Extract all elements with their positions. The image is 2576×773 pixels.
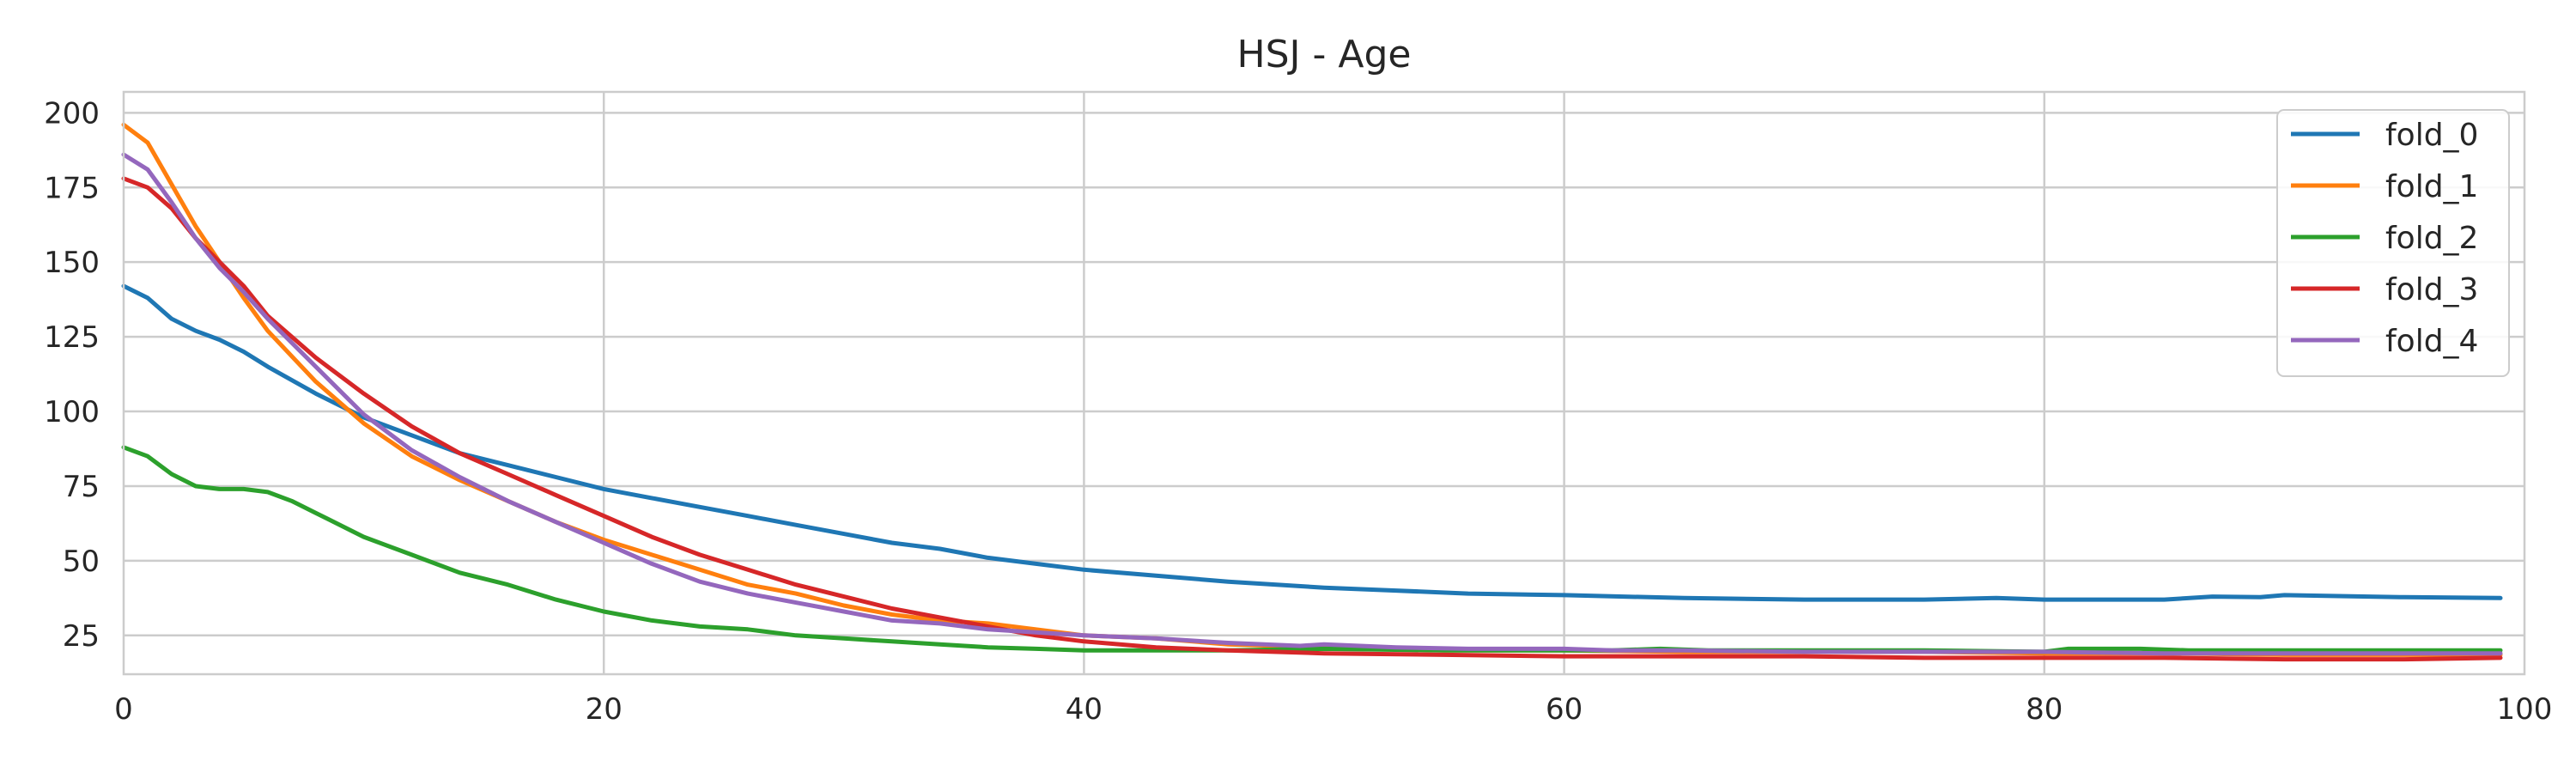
legend-label: fold_2 — [2385, 221, 2478, 256]
series-lines — [121, 122, 2503, 662]
y-tick-label: 100 — [44, 395, 100, 429]
x-tick-label: 0 — [114, 692, 133, 727]
tick-labels: 0 20 40 60 80 100 25 50 75 100 125 150 175 200 — [44, 96, 2552, 727]
chart-title: HSJ - Age — [1237, 33, 1412, 76]
x-tick-label: 60 — [1546, 692, 1583, 727]
y-tick-label: 25 — [63, 619, 100, 654]
plot-frame — [122, 90, 2526, 676]
legend-label: fold_4 — [2385, 324, 2478, 359]
y-tick-label: 150 — [44, 246, 100, 280]
legend-label: fold_3 — [2385, 272, 2478, 307]
y-tick-label: 175 — [44, 171, 100, 205]
legend-label: fold_1 — [2385, 169, 2478, 204]
grid-lines — [124, 92, 2524, 674]
y-tick-label: 50 — [63, 545, 100, 579]
legend-label: fold_0 — [2385, 118, 2478, 153]
y-tick-label: 125 — [44, 320, 100, 355]
x-tick-label: 80 — [2026, 692, 2063, 727]
x-tick-label: 100 — [2497, 692, 2553, 727]
x-tick-label: 40 — [1066, 692, 1103, 727]
series-line-fold-4 — [121, 152, 2503, 656]
legend-box — [2276, 109, 2510, 377]
plot-area — [124, 92, 2524, 674]
y-tick-label: 75 — [63, 470, 100, 504]
x-tick-label: 20 — [586, 692, 623, 727]
series-line-fold-0 — [121, 283, 2503, 602]
y-tick-label: 200 — [44, 96, 100, 131]
legend: fold_0 fold_1 fold_2 fold_3 fold_4 — [2276, 109, 2510, 377]
